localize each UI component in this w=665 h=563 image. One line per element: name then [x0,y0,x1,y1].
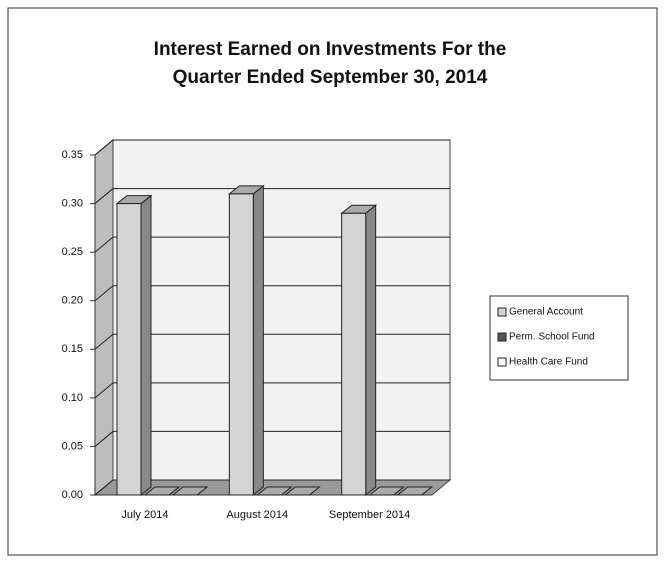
grid-line-side [94,479,114,496]
bar-side [365,204,377,497]
chart-title: Interest Earned on Investments For the [154,39,507,60]
grid-line-side [94,285,114,302]
bar [255,486,293,496]
side-wall [94,138,114,497]
y-tick-label: 0.20 [62,295,83,307]
legend-label: General Account [509,307,583,318]
legend-label: Health Care Fund [509,357,588,368]
y-tick-label: 0.15 [62,343,83,355]
back-wall [112,139,451,481]
bar-front [228,193,254,496]
y-tick-label: 0.35 [62,149,83,161]
chart-subtitle: Quarter Ended September 30, 2014 [173,67,488,88]
y-tick-label: 0.00 [62,489,83,501]
grid-line-side [94,139,114,156]
legend-swatch [497,357,507,367]
bar [368,486,406,496]
grid-line-side [94,333,114,350]
grid-line-side [94,236,114,253]
x-tick-label: July 2014 [121,509,168,521]
legend-label: Perm. School Fund [509,332,595,343]
bar [227,184,265,497]
bar [171,486,209,496]
bar-side [252,184,264,497]
grid-line-side [94,431,114,447]
y-tick-label: 0.30 [62,197,83,209]
y-tick-label: 0.10 [62,392,83,404]
legend-box [489,295,629,381]
y-tick-label: 0.25 [62,246,83,258]
bar [340,204,378,497]
bar [396,486,434,496]
grid-line-side [94,188,114,204]
x-tick-label: August 2014 [226,509,288,521]
bar [283,486,321,496]
bar-front [341,212,367,496]
legend-swatch [497,307,507,317]
legend-swatch [497,332,507,342]
bar [115,194,153,497]
bar-side [140,194,152,497]
bar [143,486,181,496]
bar-front [116,203,142,496]
grid-line-side [94,382,114,399]
x-tick-label: September 2014 [329,509,410,521]
y-tick-label: 0.05 [62,440,83,452]
